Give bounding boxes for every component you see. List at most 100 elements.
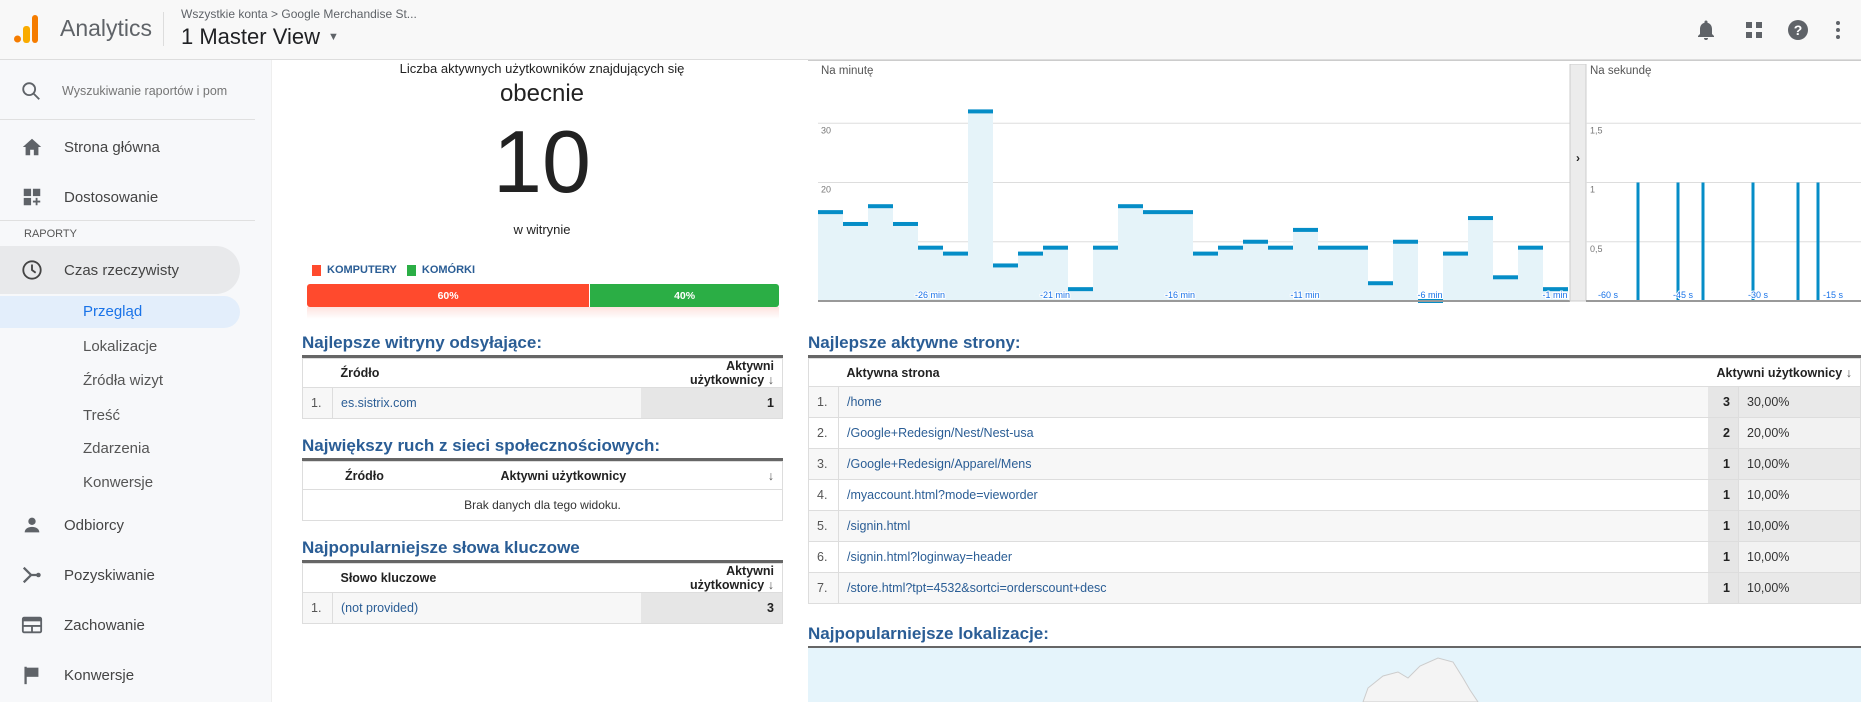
col-source[interactable]: Źródło [302,461,493,490]
analytics-logo-icon[interactable] [14,14,38,44]
y-tick-label: 1 [1590,185,1595,195]
col-users-label: Aktywni użytkownicy [689,359,774,387]
col-users[interactable]: Aktywni użytkownicy ↓ [640,563,783,593]
sidebar-item-realtime[interactable]: Czas rzeczywisty [0,246,240,294]
row-number: 6. [808,541,839,573]
col-keyword[interactable]: Słowo kluczowe [332,563,641,593]
page-link[interactable]: /myaccount.html?mode=vieworder [838,479,1708,511]
page-link[interactable]: /signin.html [838,510,1708,542]
breadcrumb-separator: > [271,7,279,21]
col-users[interactable]: Aktywni użytkownicy [492,461,743,490]
col-users[interactable]: Aktywni użytkownicy ↓ [1707,358,1861,387]
per-minute-bar-fill [1368,283,1393,301]
breadcrumb[interactable]: Wszystkie konta > Google Merchandise St.… [181,7,417,21]
table-row[interactable]: 2./Google+Redesign/Nest/Nest-usa 2 20,00% [808,417,1861,449]
per-minute-bar-fill [1093,247,1118,301]
chart-top-border [808,60,1861,61]
per-minute-bar-fill [1118,206,1143,301]
sidebar-subitem-overview[interactable]: Przegląd [0,296,240,328]
active-users-value: 1 [1707,479,1739,511]
table-row[interactable]: 7./store.html?tpt=4532&sortci=orderscoun… [808,572,1861,604]
page-link[interactable]: /store.html?tpt=4532&sortci=orderscount+… [838,572,1708,604]
page-link[interactable]: /home [838,386,1708,418]
sidebar-subitem-locations[interactable]: Lokalizacje [83,338,158,355]
sidebar-subitem-content[interactable]: Treść [83,407,120,424]
notifications-bell-icon[interactable] [1694,18,1718,42]
sidebar-item-conversions[interactable]: Konwersje [0,655,240,695]
per-minute-bar-fill [1293,229,1318,301]
keywords-title: Najpopularniejsze słowa kluczowe [302,538,783,563]
per-minute-bar [1068,287,1093,292]
sidebar-item-customize[interactable]: Dostosowanie [0,177,240,217]
flag-icon [20,663,44,687]
view-selector[interactable]: 1 Master View ▼ [181,24,339,50]
breadcrumb-all-accounts[interactable]: Wszystkie konta [181,7,268,21]
table-row[interactable]: 6./signin.html?loginway=header 1 10,00% [808,541,1861,573]
divider [163,12,164,46]
per-minute-bar-fill [993,265,1018,301]
sidebar-item-behavior[interactable]: Zachowanie [0,605,240,645]
sort-down-arrow-icon: ↓ [767,373,774,387]
col-page[interactable]: Aktywna strona [838,358,1708,387]
x-tick-label: -30 s [1748,290,1769,300]
legend-swatch-mobile [406,264,416,276]
expand-chevron-icon: › [1576,151,1580,165]
sidebar-subitem-traffic-sources[interactable]: Źródła wizyt [83,372,164,389]
per-minute-bar [1243,239,1268,244]
customization-icon [20,185,44,209]
device-bar-mobile: 40% [590,284,779,307]
keyword-link[interactable]: (not provided) [332,592,641,624]
table-row[interactable]: 1./home 3 30,00% [808,386,1861,418]
device-bar-desktop: 60% [307,284,591,307]
table-row[interactable]: 1. (not provided) 3 [302,592,783,624]
table-row[interactable]: 5./signin.html 1 10,00% [808,510,1861,542]
active-users-widget: Liczba aktywnych użytkowników znajdujący… [300,60,784,237]
sidebar-item-label: Zachowanie [64,616,145,634]
table-row[interactable]: 4./myaccount.html?mode=vieworder 1 10,00% [808,479,1861,511]
sidebar-item-acquisition[interactable]: Pozyskiwanie [0,555,240,595]
col-users-label: Aktywni użytkownicy [1716,365,1843,380]
sidebar-item-audience[interactable]: Odbiorcy [0,505,240,545]
per-minute-bar-fill [1493,277,1518,301]
page-link[interactable]: /Google+Redesign/Nest/Nest-usa [838,417,1708,449]
more-options-icon[interactable] [1826,18,1850,42]
sort-down-arrow-icon[interactable]: ↓ [742,461,783,490]
page-link[interactable]: /signin.html?loginway=header [838,541,1708,573]
y-tick-label: 30 [821,125,831,135]
search-box[interactable] [14,68,239,114]
col-users[interactable]: Aktywni użytkownicy ↓ [640,358,783,388]
sidebar-item-home[interactable]: Strona główna [0,127,240,167]
referral-source-link[interactable]: es.sistrix.com [332,387,641,419]
per-minute-bar-fill [1343,247,1368,301]
top-header: Analytics Wszystkie konta > Google Merch… [0,0,1861,60]
help-icon[interactable]: ? [1786,18,1810,42]
per-minute-bar-fill [943,253,968,301]
apps-grid-icon[interactable] [1742,18,1766,42]
sidebar-subitem-conversions[interactable]: Konwersje [83,474,154,491]
device-bar-reflection [307,307,779,319]
row-number: 4. [808,479,839,511]
active-users-now: obecnie [499,80,585,107]
active-users-percent: 10,00% [1738,572,1861,604]
col-source[interactable]: Źródło [332,358,641,388]
x-tick-label: -15 s [1823,290,1844,300]
row-number: 1. [808,386,839,418]
active-users-value: 1 [1707,572,1739,604]
svg-text:?: ? [1794,22,1803,38]
active-users-percent: 20,00% [1738,417,1861,449]
per-minute-bar-fill [1018,253,1043,301]
per-minute-bar-fill [918,247,943,301]
breadcrumb-account[interactable]: Google Merchandise St... [281,7,417,21]
page-link[interactable]: /Google+Redesign/Apparel/Mens [838,448,1708,480]
x-tick-label: -11 min [1290,290,1319,300]
active-users-percent: 30,00% [1738,386,1861,418]
sidebar-subitem-events[interactable]: Zdarzenia [83,440,150,457]
locations-map[interactable] [808,648,1861,702]
search-input[interactable] [62,84,227,98]
active-users-value: 2 [1707,417,1739,449]
x-tick-label: -6 min [1417,290,1442,300]
per-second-bar [1701,182,1705,301]
table-row[interactable]: 3./Google+Redesign/Apparel/Mens 1 10,00% [808,448,1861,480]
table-row[interactable]: 1. es.sistrix.com 1 [302,387,783,419]
legend-swatch-desktop [312,264,321,276]
